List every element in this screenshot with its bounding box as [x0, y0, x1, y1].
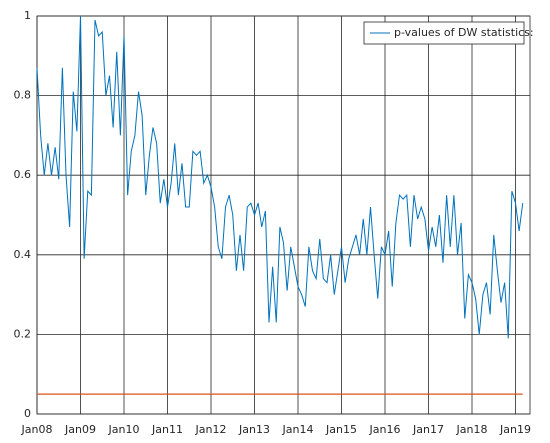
x-tick-label: Jan08 — [21, 423, 53, 436]
x-tick-label: Jan16 — [369, 423, 401, 436]
plot-area — [36, 15, 531, 415]
x-tick-label: Jan17 — [412, 423, 444, 436]
x-tick-label: Jan09 — [64, 423, 96, 436]
x-tick-label: Jan14 — [282, 423, 314, 436]
x-tick-label: Jan11 — [151, 423, 183, 436]
x-tick-label: Jan15 — [325, 423, 357, 436]
x-tick-label: Jan13 — [238, 423, 270, 436]
y-tick-label: 1 — [24, 9, 31, 22]
marks — [36, 15, 524, 395]
x-tick-label: Jan19 — [499, 423, 531, 436]
legend-label: p-values of DW statistics: — [394, 26, 534, 39]
legend-box — [363, 21, 525, 45]
y-tick-label: 0 — [24, 407, 31, 420]
x-tick-label: Jan12 — [195, 423, 227, 436]
x-tick-label: Jan18 — [456, 423, 488, 436]
legend: p-values of DW statistics: — [363, 21, 534, 45]
y-tick-label: 0.2 — [14, 327, 32, 340]
y-tick-label: 0.4 — [14, 248, 32, 261]
series-line — [36, 15, 524, 339]
x-tick-label: Jan10 — [108, 423, 140, 436]
y-tick-label: 0.8 — [14, 89, 32, 102]
y-tick-label: 0.6 — [14, 168, 32, 181]
